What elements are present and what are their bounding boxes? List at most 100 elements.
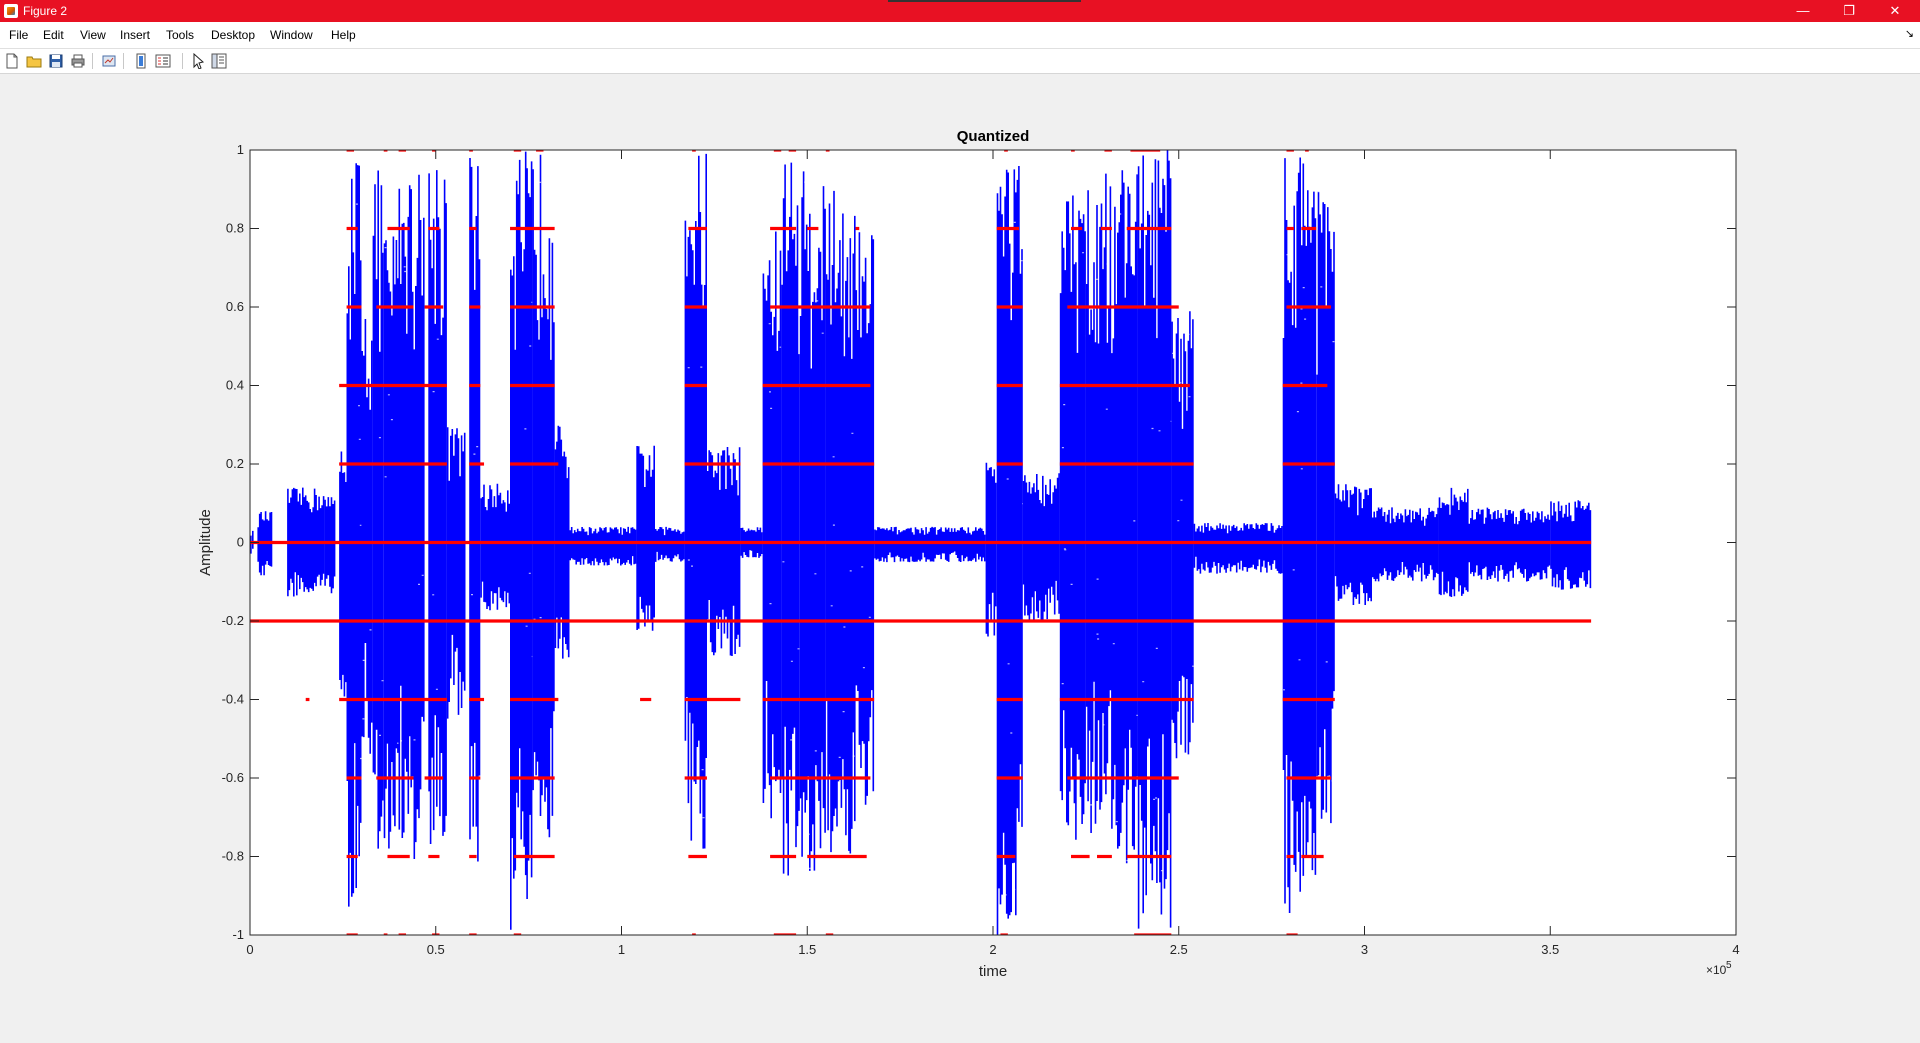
toolbar-separator xyxy=(123,53,124,69)
signal-texture xyxy=(430,161,445,897)
signal-envelope-segment xyxy=(781,162,800,876)
x-tick-label: 0 xyxy=(246,942,253,957)
minimize-button[interactable]: — xyxy=(1796,3,1810,18)
signal-envelope-segment xyxy=(1334,484,1372,605)
menu-window[interactable]: Window xyxy=(270,28,313,42)
signal-texture xyxy=(384,247,399,744)
signal-envelope-segment xyxy=(799,171,826,871)
signal-envelope-segment xyxy=(654,526,685,562)
menu-desktop[interactable]: Desktop xyxy=(211,28,256,42)
signal-texture xyxy=(471,446,479,889)
link-plot-icon[interactable] xyxy=(101,53,117,69)
signal-texture xyxy=(1317,191,1335,782)
titlebar-accent-line xyxy=(888,0,1081,2)
x-tick-label: 1 xyxy=(618,942,625,957)
signal-envelope-segment xyxy=(383,236,399,849)
signal-envelope-segment xyxy=(874,526,986,563)
signal-envelope-segment xyxy=(706,447,741,656)
pointer-icon[interactable] xyxy=(190,53,206,69)
y-tick-label: -0.4 xyxy=(222,692,244,707)
y-tick-label: 0 xyxy=(237,535,244,550)
menu-insert[interactable]: Insert xyxy=(120,28,151,42)
x-tick-label: 0.5 xyxy=(427,942,445,957)
signal-texture xyxy=(687,366,705,910)
toolbar-separator xyxy=(182,53,183,69)
signal-texture xyxy=(857,566,871,858)
x-tick-label: 2 xyxy=(989,942,996,957)
window-titlebar: Figure 2 — ❐ ✕ xyxy=(0,0,1920,22)
menu-file[interactable]: File xyxy=(9,28,29,42)
x-axis-label: time xyxy=(979,963,1007,980)
signal-texture xyxy=(804,181,824,869)
colorbar-icon[interactable] xyxy=(133,53,149,69)
matlab-logo-icon xyxy=(4,4,18,18)
signal-envelope-segment xyxy=(684,153,707,849)
x-tick-label: 2.5 xyxy=(1170,942,1188,957)
y-axis-label: Amplitude xyxy=(197,509,214,576)
signal-envelope-segment xyxy=(469,158,481,862)
y-tick-label: -1 xyxy=(232,927,244,942)
signal-envelope-segment xyxy=(1468,507,1551,582)
print-icon[interactable] xyxy=(70,53,86,69)
signal-envelope-segment xyxy=(510,151,533,930)
x-tick-label: 4 xyxy=(1732,942,1739,957)
x-exponent-power: 5 xyxy=(1726,960,1732,971)
signal-envelope-segment xyxy=(398,185,414,838)
signal-texture xyxy=(768,323,782,850)
signal-texture xyxy=(413,574,424,899)
y-tick-label: -0.2 xyxy=(222,613,244,628)
signal-envelope-segment xyxy=(1316,191,1335,824)
y-tick-label: 0.2 xyxy=(226,456,244,471)
y-tick-label: 0.8 xyxy=(226,221,244,236)
toolbar-separator xyxy=(92,53,93,69)
open-file-icon[interactable] xyxy=(26,53,42,69)
signal-envelope-segment xyxy=(825,190,856,854)
window-title: Figure 2 xyxy=(23,4,68,18)
restore-button[interactable]: ❐ xyxy=(1843,3,1855,18)
signal-texture xyxy=(1115,180,1140,862)
signal-texture xyxy=(782,561,800,899)
signal-envelope-segment xyxy=(250,530,254,554)
x-exponent-label: ×10 xyxy=(1706,963,1727,977)
save-icon[interactable] xyxy=(48,53,64,69)
x-tick-label: 1.5 xyxy=(798,942,816,957)
menu-view[interactable]: View xyxy=(80,28,106,42)
signal-envelope-segment xyxy=(1115,170,1138,864)
signal-envelope-segment xyxy=(996,166,1023,935)
chart-title: Quantized xyxy=(957,128,1030,145)
signal-envelope-segment xyxy=(346,163,362,907)
x-tick-label: 3 xyxy=(1361,942,1368,957)
signal-envelope-segment xyxy=(372,170,384,849)
signal-texture xyxy=(1172,333,1195,667)
dock-figure-icon[interactable]: ↘ xyxy=(1904,28,1914,40)
y-tick-label: -0.6 xyxy=(222,770,244,785)
signal-texture xyxy=(1283,254,1307,910)
menu-bar: File Edit View Insert Tools Desktop Wind… xyxy=(0,22,1920,49)
menu-help[interactable]: Help xyxy=(331,28,356,42)
signal-envelope-segment xyxy=(985,462,997,637)
signal-envelope-segment xyxy=(413,174,425,859)
close-button[interactable]: ✕ xyxy=(1889,3,1901,18)
new-figure-icon[interactable] xyxy=(4,53,20,69)
signal-texture xyxy=(378,437,384,898)
signal-envelope-segment xyxy=(1137,150,1172,929)
property-inspector-icon[interactable] xyxy=(211,53,227,69)
signal-envelope-segment xyxy=(1193,523,1283,574)
signal-series xyxy=(250,150,1592,935)
figure-toolbar xyxy=(0,49,1920,74)
quantized-plot[interactable]: 0 0.5 1 1.5 2 2.5 3 3.5 4 -1 -0.8 -0.6 -0.4 -0.2 0 0.2 0… xyxy=(0,74,1920,1038)
legend-icon[interactable] xyxy=(155,53,171,69)
figure-canvas: 0 0.5 1 1.5 2 2.5 3 3.5 4 -1 -0.8 -0.6 -0.4 -0.2 0 0.2 0… xyxy=(0,74,1920,1038)
menu-tools[interactable]: Tools xyxy=(166,28,195,42)
signal-envelope-segment xyxy=(762,231,782,819)
y-tick-label: 1 xyxy=(237,142,244,157)
signal-texture xyxy=(533,173,554,833)
signal-envelope-segment xyxy=(532,154,555,838)
signal-envelope-segment xyxy=(636,445,655,631)
signal-envelope-segment xyxy=(1085,173,1116,833)
y-tick-label: 0.6 xyxy=(226,299,244,314)
y-tick-label: 0.4 xyxy=(226,378,244,393)
menu-edit[interactable]: Edit xyxy=(43,28,64,42)
signal-envelope-segment xyxy=(554,425,570,659)
signal-texture xyxy=(355,203,362,760)
